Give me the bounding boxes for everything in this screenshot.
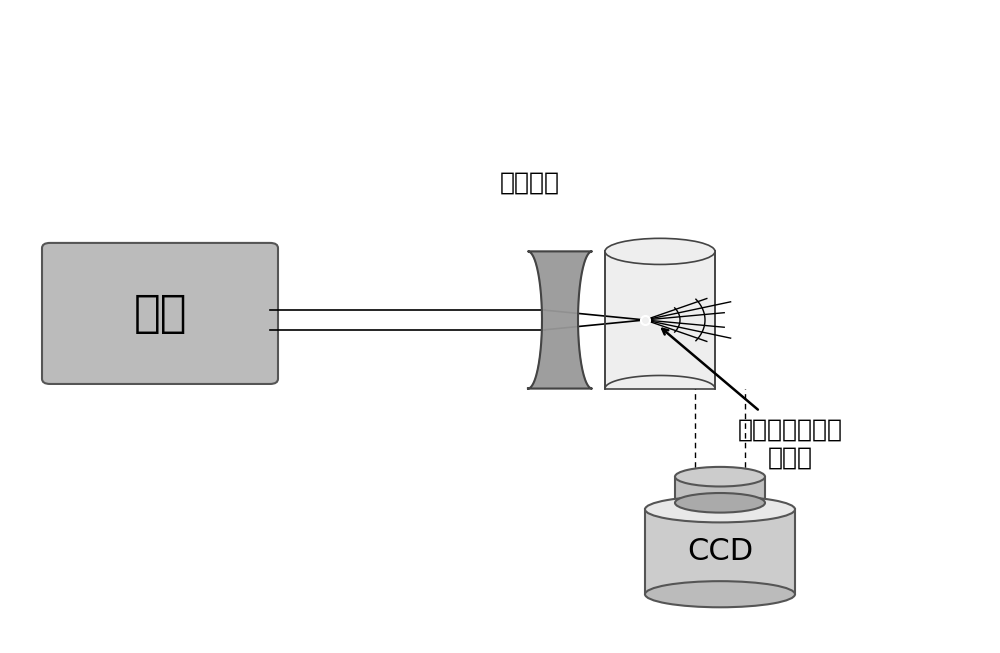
Bar	[605, 251, 715, 389]
FancyBboxPatch shape	[42, 243, 278, 384]
Text: CCD: CCD	[687, 537, 753, 566]
Bar	[645, 509, 795, 594]
Ellipse shape	[645, 581, 795, 607]
Ellipse shape	[645, 496, 795, 522]
Bar	[675, 477, 765, 503]
Polygon shape	[528, 251, 592, 389]
Ellipse shape	[675, 467, 765, 486]
Ellipse shape	[675, 493, 765, 513]
Text: 光源: 光源	[133, 292, 187, 335]
Text: 激光诱导产生空
化气泡: 激光诱导产生空 化气泡	[738, 418, 842, 470]
Text: 聚焦透镜: 聚焦透镜	[500, 171, 560, 195]
Ellipse shape	[605, 238, 715, 264]
